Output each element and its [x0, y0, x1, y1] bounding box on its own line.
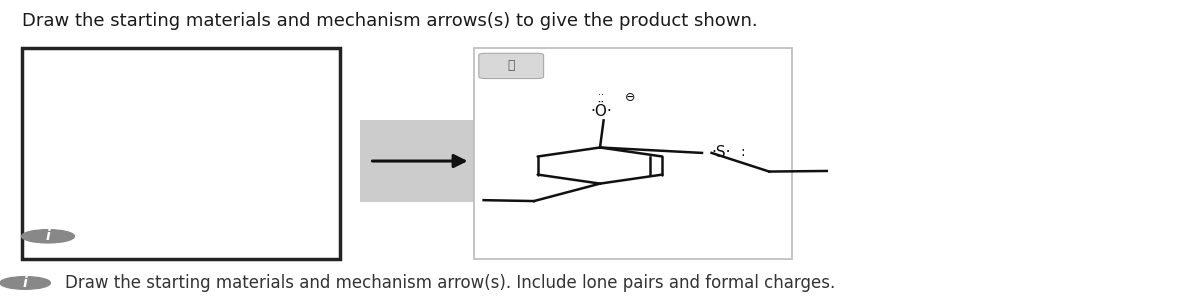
Bar [474, 48, 792, 259]
Circle shape [0, 277, 50, 289]
Circle shape [22, 230, 74, 243]
Text: ·S·: ·S· [712, 144, 731, 160]
Text: i: i [23, 276, 28, 290]
Bar [360, 120, 480, 202]
FancyBboxPatch shape [479, 53, 544, 79]
Text: 🔒: 🔒 [508, 59, 515, 73]
Text: Draw the starting materials and mechanism arrow(s). Include lone pairs and forma: Draw the starting materials and mechanis… [65, 274, 835, 292]
Bar [22, 48, 340, 259]
Text: ⊖: ⊖ [625, 91, 635, 104]
Text: ··: ·· [599, 91, 605, 101]
Text: ·Ö·: ·Ö· [590, 104, 612, 119]
Text: Draw the starting materials and mechanism arrows(s) to give the product shown.: Draw the starting materials and mechanis… [22, 12, 757, 30]
Text: i: i [46, 229, 50, 243]
Text: :: : [740, 145, 745, 159]
